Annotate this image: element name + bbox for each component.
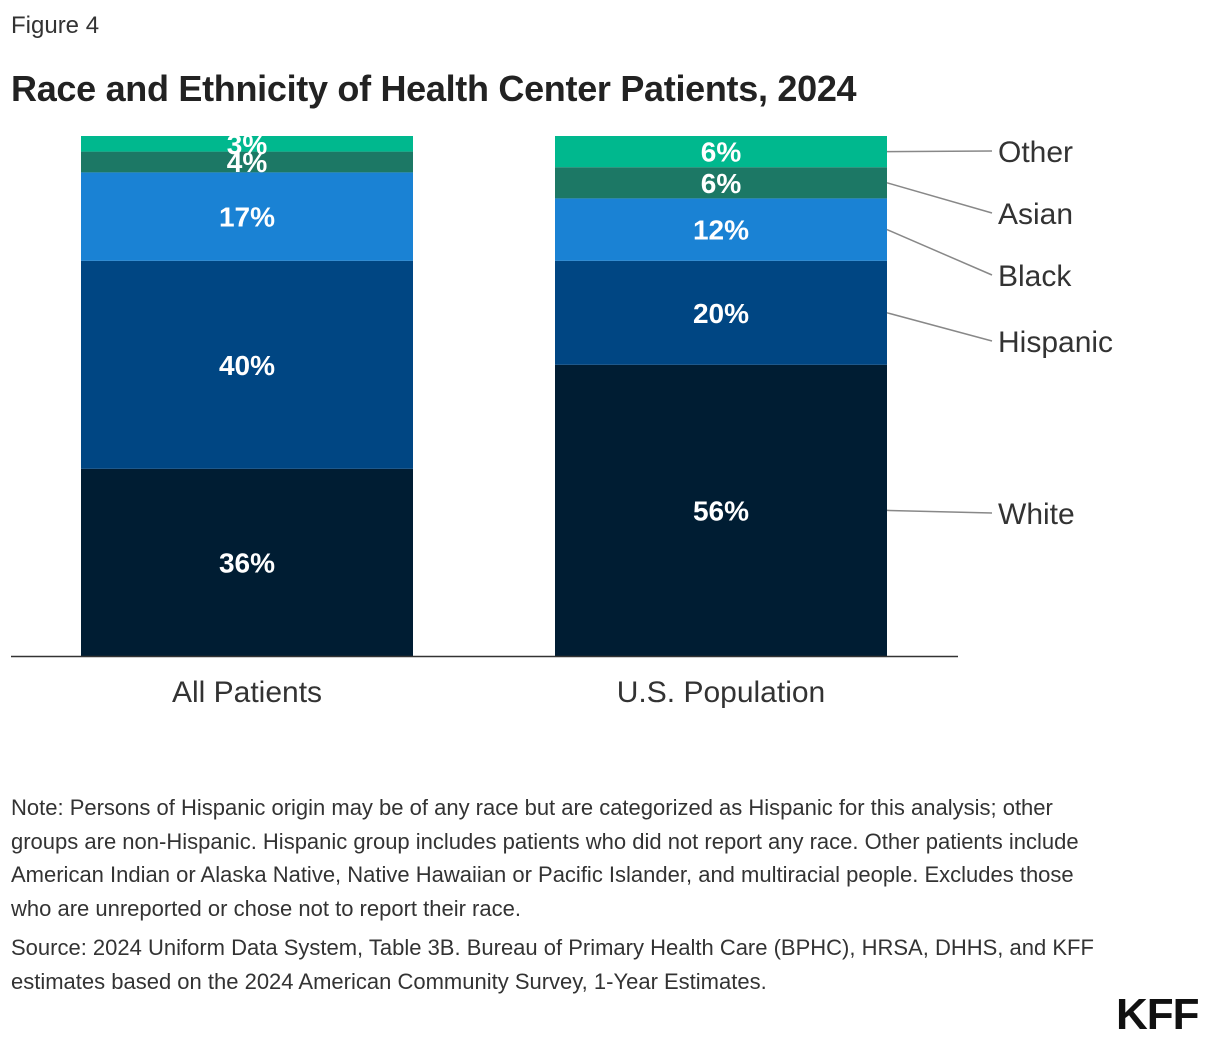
legend-label-asian: Asian	[998, 198, 1073, 231]
notes-section: Note: Persons of Hispanic origin may be …	[11, 791, 1111, 998]
data-label-all-patients-other: 3%	[227, 129, 268, 160]
source-text: Source: 2024 Uniform Data System, Table …	[11, 935, 1094, 994]
legend-label-black: Black	[998, 260, 1072, 293]
bar-segment-all-patients-hispanic	[81, 260, 413, 469]
legend-leader-asian	[886, 182, 993, 214]
data-label-u-s-population-asian: 6%	[701, 168, 742, 199]
bar-segment-all-patients-black	[81, 172, 413, 261]
legend-leader-white	[886, 509, 993, 514]
data-label-u-s-population-other: 6%	[701, 137, 742, 168]
bar-segment-all-patients-white	[81, 468, 413, 656]
legend-leader-other	[886, 150, 993, 153]
bar-segment-u-s-population-other	[555, 136, 887, 168]
data-label-u-s-population-white: 56%	[693, 495, 749, 526]
bar-segment-u-s-population-white	[555, 364, 887, 656]
category-label-all-patients: All Patients	[172, 676, 322, 709]
data-label-all-patients-black: 17%	[219, 202, 275, 233]
legend-label-hispanic: Hispanic	[998, 326, 1113, 359]
legend-label-other: Other	[998, 136, 1073, 169]
kff-logo: KFF	[1116, 990, 1200, 1039]
bar-segment-all-patients-asian	[81, 151, 413, 173]
figure-label: Figure 4	[11, 12, 100, 39]
bar-segment-u-s-population-black	[555, 198, 887, 261]
legend-leader-black	[886, 228, 993, 276]
legend-label-white: White	[998, 498, 1075, 531]
data-label-all-patients-white: 36%	[219, 547, 275, 578]
bar-segment-u-s-population-asian	[555, 167, 887, 199]
data-label-all-patients-hispanic: 40%	[219, 350, 275, 381]
note-text: Note: Persons of Hispanic origin may be …	[11, 795, 1079, 921]
legend-leader-hispanic	[886, 312, 993, 342]
category-label-u-s-population: U.S. Population	[617, 676, 825, 709]
chart-title: Race and Ethnicity of Health Center Pati…	[11, 68, 857, 109]
data-label-all-patients-asian: 4%	[227, 147, 268, 178]
bar-segment-all-patients-other	[81, 136, 413, 152]
data-label-u-s-population-black: 12%	[693, 215, 749, 246]
bar-segment-u-s-population-hispanic	[555, 260, 887, 365]
stacked-bar-chart: 36% 40% 17% 4%3% 56% 20% 12% 6%6% All Patients U.…	[11, 129, 1114, 709]
data-label-u-s-population-hispanic: 20%	[693, 298, 749, 329]
